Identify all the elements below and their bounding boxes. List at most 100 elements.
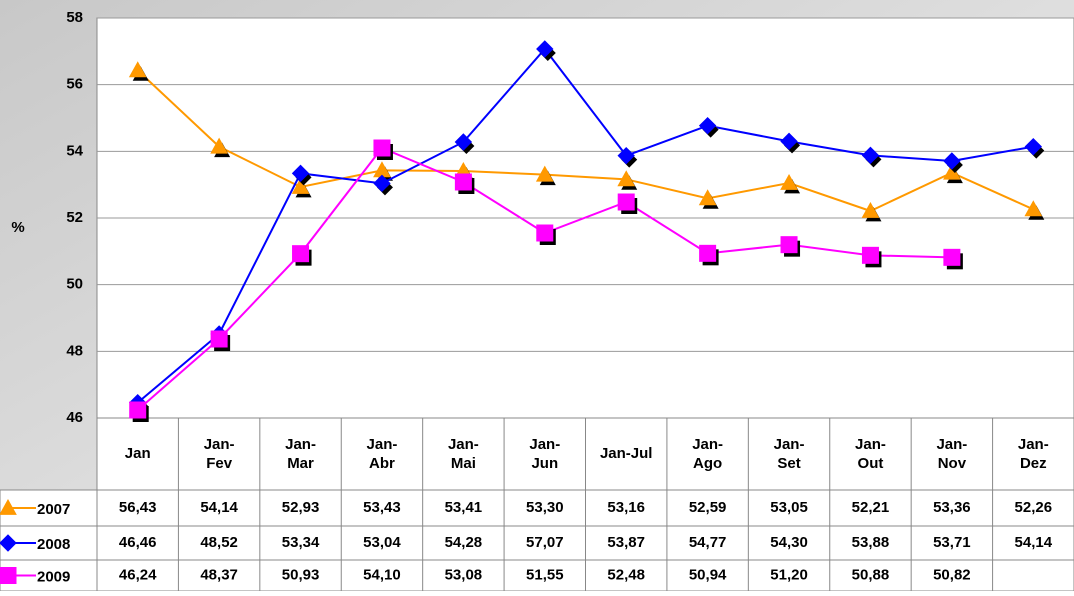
marker bbox=[291, 164, 310, 183]
table-value: 57,07 bbox=[526, 534, 564, 551]
marker bbox=[1024, 200, 1043, 217]
label-line: Mai bbox=[451, 455, 476, 472]
legend-label: 2009 bbox=[37, 568, 70, 585]
marker bbox=[780, 236, 798, 254]
label-line: Mar bbox=[287, 455, 314, 472]
x-tick-label: Jan- Set bbox=[774, 436, 805, 472]
table-value: 52,21 bbox=[852, 499, 890, 516]
marker bbox=[128, 61, 147, 78]
marker bbox=[861, 146, 880, 165]
table-value: 54,14 bbox=[200, 499, 238, 516]
series-line bbox=[137, 47, 1034, 404]
table-value: 54,14 bbox=[1015, 534, 1053, 551]
y-axis-label: % bbox=[11, 219, 24, 236]
table-value: 53,36 bbox=[933, 499, 971, 516]
x-tick-label: Jan- Fev bbox=[204, 436, 235, 472]
label-line: Jan- bbox=[692, 436, 723, 453]
marker bbox=[617, 146, 635, 165]
table-value: 53,43 bbox=[363, 499, 401, 516]
label-line: Jan- bbox=[367, 436, 398, 453]
marker bbox=[454, 133, 473, 151]
marker bbox=[698, 189, 717, 206]
y-tick-label: 46 bbox=[66, 409, 83, 426]
table-value: 52,59 bbox=[689, 499, 727, 516]
table-value: 54,10 bbox=[363, 566, 401, 583]
table-value: 53,30 bbox=[526, 499, 564, 516]
legend-label: 2008 bbox=[37, 536, 70, 553]
label-line: Jun bbox=[531, 455, 558, 472]
table-value: 50,93 bbox=[282, 566, 320, 583]
table-value: 46,46 bbox=[119, 534, 157, 551]
marker bbox=[780, 173, 798, 190]
label-line: Jan- bbox=[448, 436, 479, 453]
label-line: Jan- bbox=[529, 436, 560, 453]
marker bbox=[454, 173, 472, 191]
marker bbox=[535, 165, 554, 182]
y-tick-label: 54 bbox=[66, 142, 83, 159]
table-value: 50,88 bbox=[852, 566, 890, 583]
table-value: 46,24 bbox=[119, 566, 157, 583]
legend-marker bbox=[0, 567, 17, 584]
x-tick-label: Jan- Mar bbox=[285, 436, 316, 472]
label-line: Jan- bbox=[855, 436, 886, 453]
table-value: 53,87 bbox=[607, 534, 645, 551]
table-value: 53,08 bbox=[445, 566, 483, 583]
marker bbox=[698, 116, 717, 135]
table-value: 51,20 bbox=[770, 566, 808, 583]
x-tick-label: Jan- Ago bbox=[692, 436, 723, 472]
marker bbox=[617, 193, 635, 211]
marker bbox=[210, 330, 228, 348]
x-tick-label: Jan- Out bbox=[855, 436, 886, 472]
marker bbox=[292, 245, 310, 263]
table-value: 54,28 bbox=[445, 534, 483, 551]
label-line: Jan- bbox=[285, 436, 316, 453]
y-tick-label: 56 bbox=[66, 76, 83, 93]
x-tick-label: Jan bbox=[125, 445, 151, 462]
marker bbox=[373, 139, 391, 157]
marker bbox=[373, 174, 391, 193]
y-tick-label: 58 bbox=[66, 9, 83, 26]
table-value: 53,16 bbox=[607, 499, 645, 516]
x-tick-label: Jan- Abr bbox=[367, 436, 398, 472]
table-body-bg bbox=[0, 489, 1074, 592]
label-line: Fev bbox=[206, 455, 233, 472]
table-value: 48,52 bbox=[200, 534, 238, 551]
table-value: 50,94 bbox=[689, 566, 727, 583]
label-line: Dez bbox=[1020, 455, 1047, 472]
marker bbox=[943, 248, 961, 266]
table-value: 52,48 bbox=[607, 566, 645, 583]
marker bbox=[1024, 137, 1042, 156]
table-value: 48,37 bbox=[200, 566, 238, 583]
x-tick-label: Jan-Jul bbox=[600, 445, 653, 462]
table-value: 53,41 bbox=[445, 499, 483, 516]
marker bbox=[291, 177, 310, 194]
marker bbox=[699, 244, 717, 262]
label-line: Ago bbox=[693, 455, 722, 472]
marker bbox=[536, 40, 554, 58]
table-value: 56,43 bbox=[119, 499, 157, 516]
table-value: 53,34 bbox=[282, 534, 320, 551]
table-value: 53,05 bbox=[770, 499, 808, 516]
y-tick-label: 52 bbox=[66, 209, 83, 226]
marker bbox=[943, 152, 961, 170]
marker bbox=[861, 201, 880, 218]
legend-label: 2007 bbox=[37, 501, 70, 518]
legend-marker bbox=[0, 534, 17, 552]
marker bbox=[780, 132, 798, 151]
table-value: 53,88 bbox=[852, 534, 890, 551]
label-line: Jan- bbox=[774, 436, 805, 453]
table-value: 53,04 bbox=[363, 534, 401, 551]
label-line: Jan- bbox=[204, 436, 235, 453]
table-value: 54,77 bbox=[689, 534, 727, 551]
label-line: Set bbox=[777, 455, 800, 472]
marker bbox=[617, 170, 636, 187]
table-value: 51,55 bbox=[526, 566, 564, 583]
data-table bbox=[0, 417, 1074, 592]
table-value: 53,71 bbox=[933, 534, 971, 551]
table-value: 52,93 bbox=[282, 499, 320, 516]
y-tick-label: 48 bbox=[66, 342, 83, 359]
label-line: Abr bbox=[369, 455, 395, 472]
x-tick-label: Jan- Mai bbox=[448, 436, 479, 472]
label-line: Jan- bbox=[1018, 436, 1049, 453]
